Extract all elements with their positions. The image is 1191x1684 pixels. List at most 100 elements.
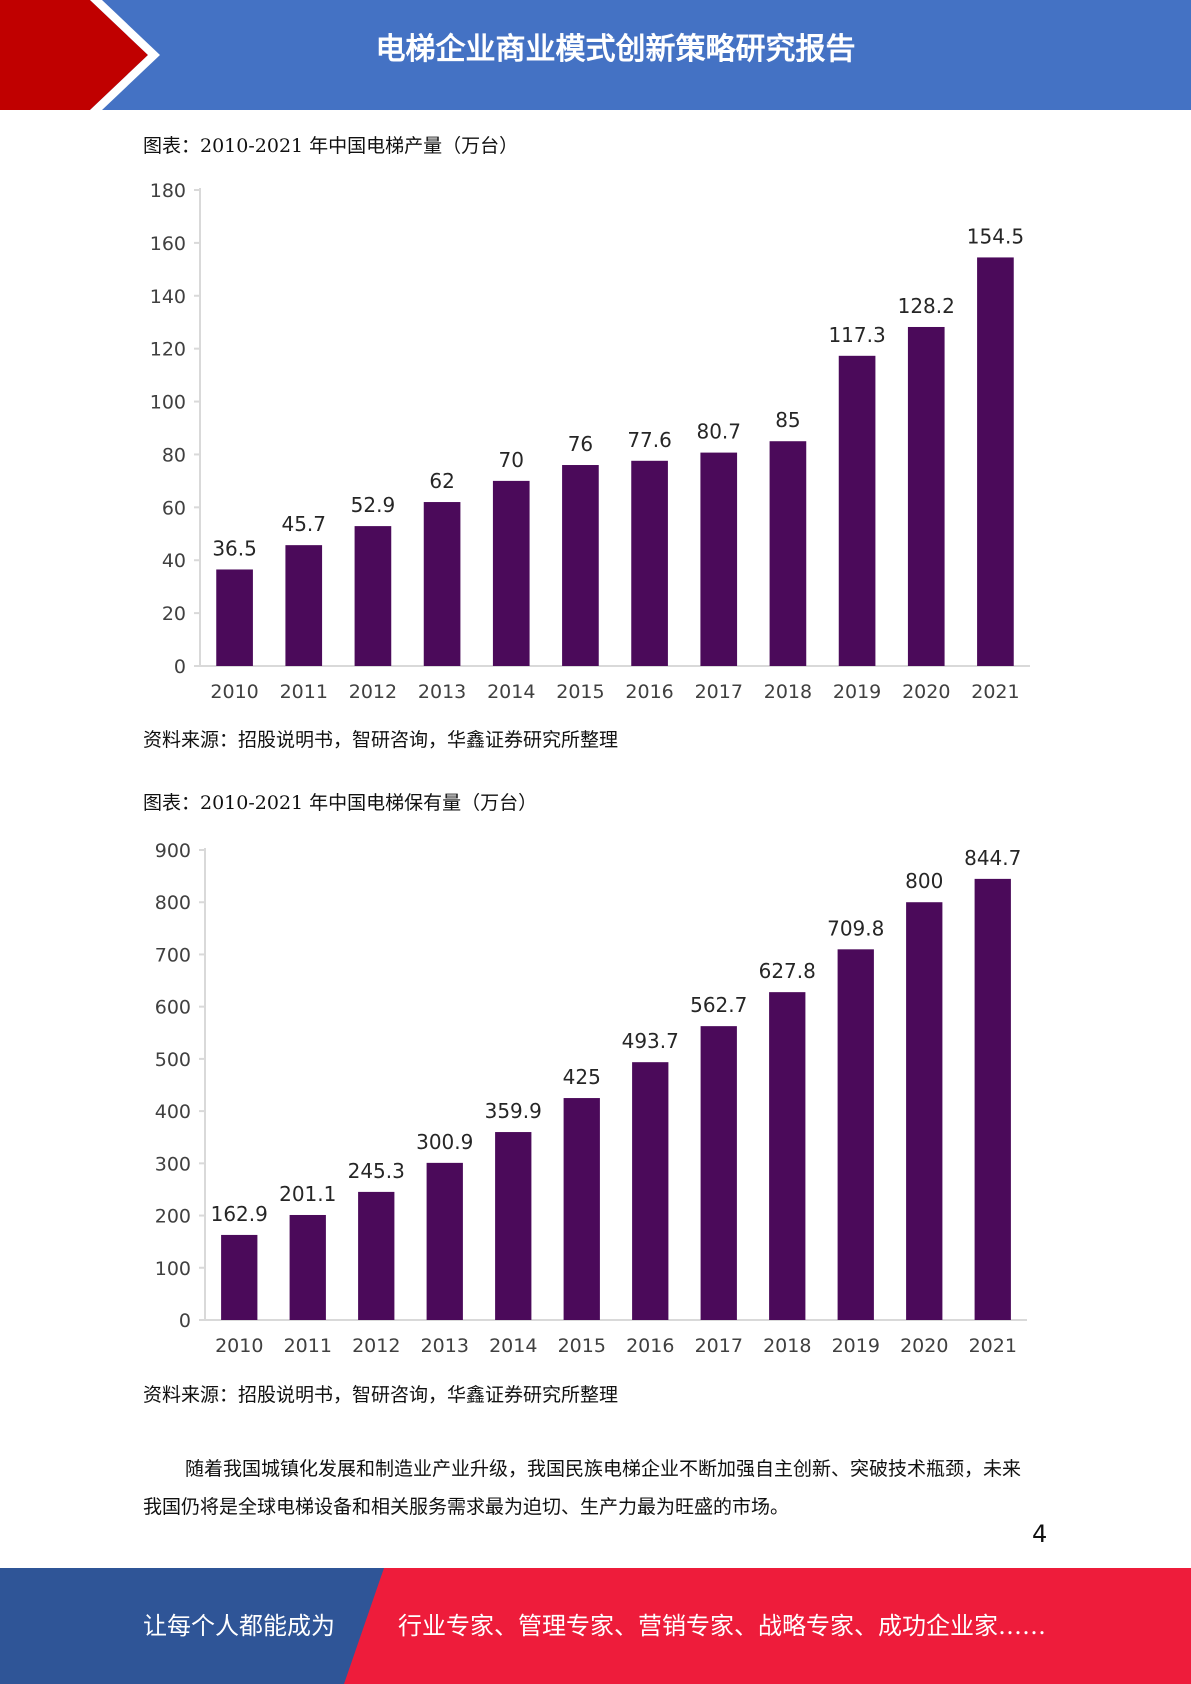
bar: [289, 1214, 326, 1320]
data-label: 80.7: [696, 420, 741, 444]
bar: [700, 1026, 737, 1320]
bar: [426, 1162, 463, 1320]
x-tick-label: 2016: [626, 1335, 674, 1357]
bar: [631, 460, 668, 666]
data-label: 493.7: [622, 1029, 679, 1053]
chart-1-source: 资料来源：招股说明书，智研咨询，华鑫证券研究所整理: [143, 729, 619, 751]
body-paragraph: 随着我国城镇化发展和制造业产业升级，我国民族电梯企业不断加强自主创新、突破技术瓶…: [143, 1458, 1022, 1518]
chart-1-caption: 图表：2010-2021 年中国电梯产量（万台）: [143, 135, 519, 157]
data-label: 36.5: [212, 536, 257, 560]
data-label: 359.9: [485, 1099, 542, 1123]
bar: [977, 257, 1014, 666]
data-label: 425: [563, 1065, 601, 1089]
bar: [492, 480, 530, 666]
y-tick-label: 800: [155, 892, 191, 914]
bar: [837, 949, 874, 1320]
chart-2-caption: 图表：2010-2021 年中国电梯保有量（万台）: [143, 792, 538, 814]
y-tick-label: 80: [162, 444, 186, 466]
y-tick-label: 700: [155, 944, 191, 966]
y-tick-label: 180: [150, 180, 186, 202]
bar: [354, 526, 392, 666]
bar: [700, 452, 738, 666]
x-tick-label: 2021: [969, 1335, 1017, 1357]
data-label: 800: [905, 869, 943, 893]
x-tick-label: 2014: [487, 681, 535, 703]
x-tick-label: 2010: [215, 1335, 263, 1357]
data-label: 70: [499, 448, 524, 472]
header-decoration: [0, 0, 160, 110]
data-label: 52.9: [351, 493, 396, 517]
chart-2-source: 资料来源：招股说明书，智研咨询，华鑫证券研究所整理: [143, 1384, 619, 1406]
page-number: 4: [1032, 1520, 1048, 1548]
footer-red-band: [344, 1568, 1191, 1684]
x-tick-label: 2013: [421, 1335, 469, 1357]
data-label: 77.6: [627, 428, 672, 452]
data-label: 62: [429, 469, 454, 493]
y-tick-label: 120: [150, 339, 186, 361]
page-header: 电梯企业商业模式创新策略研究报告: [0, 0, 1191, 110]
bar: [974, 878, 1011, 1320]
data-label: 45.7: [281, 512, 326, 536]
footer-slogan-left: 让每个人都能成为: [143, 1612, 335, 1640]
bar: [563, 1098, 600, 1320]
x-tick-label: 2015: [558, 1335, 606, 1357]
y-tick-label: 20: [162, 603, 186, 625]
bar: [632, 1062, 669, 1320]
data-label: 85: [775, 408, 800, 432]
y-tick-label: 140: [150, 286, 186, 308]
x-tick-label: 2013: [418, 681, 466, 703]
bar: [562, 465, 599, 666]
data-label: 117.3: [828, 323, 885, 347]
bar: [495, 1132, 532, 1320]
x-tick-label: 2017: [695, 681, 743, 703]
bar: [216, 569, 253, 666]
bar: [221, 1234, 258, 1320]
data-label: 562.7: [690, 993, 747, 1017]
bar: [907, 326, 945, 666]
x-tick-label: 2019: [832, 1335, 880, 1357]
y-tick-label: 0: [179, 1310, 191, 1332]
x-tick-label: 2021: [971, 681, 1019, 703]
y-tick-label: 0: [174, 656, 186, 678]
y-tick-label: 300: [155, 1153, 191, 1175]
header-white-stripe: [90, 0, 160, 110]
bar: [769, 992, 806, 1320]
bar: [285, 545, 323, 666]
bar: [906, 902, 943, 1320]
data-label: 76: [568, 432, 593, 456]
x-tick-label: 2017: [695, 1335, 743, 1357]
ownership-bar-chart: 0 100 200 300 400 500 600 700 800 900 162.9 2010 201…: [155, 840, 1027, 1357]
x-tick-label: 2020: [900, 1335, 948, 1357]
data-label: 627.8: [759, 959, 816, 983]
y-tick-label: 900: [155, 840, 191, 862]
x-tick-label: 2016: [625, 681, 673, 703]
footer-background: [0, 1568, 1191, 1684]
x-tick-label: 2012: [349, 681, 397, 703]
bar: [769, 441, 807, 666]
y-tick-label: 500: [155, 1049, 191, 1071]
data-label: 162.9: [211, 1202, 268, 1226]
y-tick-label: 600: [155, 997, 191, 1019]
data-label: 300.9: [416, 1130, 473, 1154]
x-tick-label: 2011: [280, 681, 328, 703]
x-tick-label: 2018: [763, 1335, 811, 1357]
x-tick-label: 2010: [210, 681, 258, 703]
y-tick-label: 100: [155, 1258, 191, 1280]
x-tick-label: 2020: [902, 681, 950, 703]
x-tick-label: 2015: [556, 681, 604, 703]
y-tick-label: 40: [162, 550, 186, 572]
x-tick-label: 2011: [284, 1335, 332, 1357]
x-tick-label: 2019: [833, 681, 881, 703]
y-tick-label: 100: [150, 392, 186, 414]
bar: [358, 1191, 395, 1320]
data-label: 709.8: [827, 916, 884, 940]
data-label: 154.5: [967, 224, 1024, 248]
bar: [423, 502, 461, 666]
data-label: 844.7: [964, 846, 1021, 870]
production-bar-chart: 0 20 40 60 80 100 120 140 160 180 36.5 2010 45.7 2011…: [150, 180, 1030, 703]
footer-slogan-right: 行业专家、管理专家、营销专家、战略专家、成功企业家……: [398, 1612, 1046, 1640]
data-label: 128.2: [898, 294, 955, 318]
data-label: 201.1: [279, 1182, 336, 1206]
x-tick-label: 2018: [764, 681, 812, 703]
header-title: 电梯企业商业模式创新策略研究报告: [375, 32, 856, 67]
